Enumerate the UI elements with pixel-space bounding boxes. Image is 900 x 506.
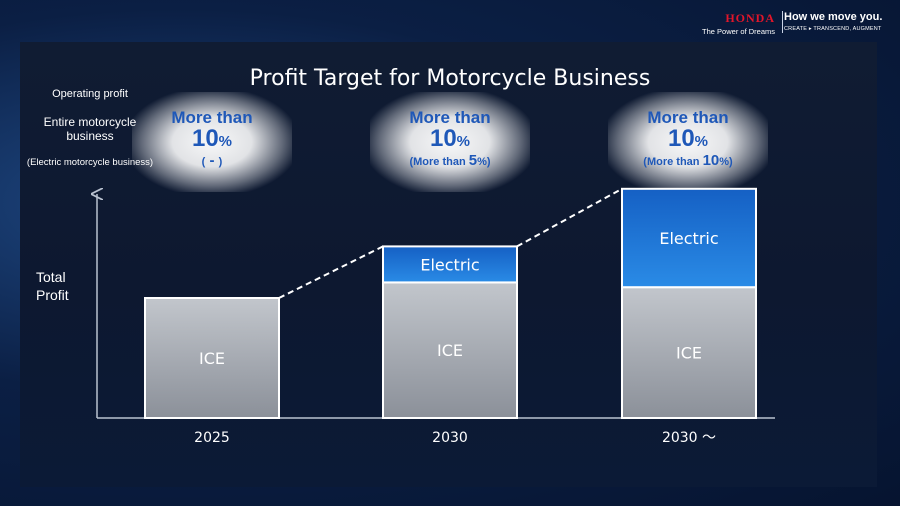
target-percent: 10% (137, 127, 287, 154)
target-more-than: More than (409, 108, 491, 127)
target-percent-value: 10 (429, 125, 457, 152)
target-2030-onward: More than 10% (More than 10%) (613, 108, 763, 169)
brand-name: HONDA (725, 11, 775, 25)
bar-label-ice: ICE (676, 344, 702, 363)
motto-sub: CREATE ▸ TRANSCEND, AUGMENT (784, 26, 882, 32)
target-percent-sign: % (456, 133, 471, 150)
target-electric-value: 10 (702, 152, 720, 169)
bar-label-ice: ICE (437, 341, 463, 360)
target-electric: (More than 5%) (375, 152, 525, 169)
trend-line (516, 187, 623, 248)
bar-electric-1 (382, 245, 518, 284)
x-tick-label: 2025 (194, 430, 230, 446)
target-percent-sign: % (218, 133, 233, 150)
target-electric-close: ) (729, 156, 733, 168)
target-more-than: More than (171, 108, 253, 127)
electric-business-label: (Electric motorcycle business) (26, 157, 154, 168)
target-glow (132, 92, 292, 192)
target-percent: 10% (613, 127, 763, 154)
y-axis-label: Total Profit (36, 269, 69, 303)
target-electric-sign: % (719, 156, 730, 168)
target-electric-close: ) (486, 156, 491, 168)
target-electric-open: (More than (643, 156, 703, 168)
bar-ice-1 (382, 281, 518, 419)
target-percent-value: 10 (191, 125, 219, 152)
target-electric-close: ) (218, 156, 223, 168)
target-electric-value: 5 (468, 152, 478, 169)
honda-logo: HONDA The Power of Dreams (702, 11, 775, 36)
target-electric-sign: % (477, 156, 487, 168)
target-glow (608, 92, 768, 192)
target-electric: ( - ) (137, 152, 287, 169)
slide-title: Profit Target for Motorcycle Business (249, 66, 651, 91)
brand-tagline: The Power of Dreams (702, 27, 775, 36)
bar-ice-0 (144, 297, 280, 419)
bar-label-ice: ICE (199, 349, 225, 368)
target-electric: (More than 10%) (613, 152, 763, 169)
target-electric-value: - (205, 152, 219, 169)
trend-line (278, 245, 384, 299)
target-2025: More than 10% ( - ) (137, 108, 287, 169)
target-electric-open: ( (201, 156, 206, 168)
x-tick-label: 2030 (432, 430, 468, 446)
entire-business-label: Entire motorcycle business (43, 115, 137, 143)
motto: How we move you. CREATE ▸ TRANSCEND, AUG… (784, 11, 884, 32)
target-2030: More than 10% (More than 5%) (375, 108, 525, 169)
bar-electric-2 (621, 187, 757, 289)
top-bar: HONDA The Power of Dreams How we move yo… (0, 0, 900, 42)
target-more-than: More than (647, 108, 729, 127)
target-percent: 10% (375, 127, 525, 154)
motto-main: How we move you. (784, 11, 883, 23)
target-percent-sign: % (694, 133, 709, 150)
target-electric-open: (More than (409, 156, 469, 168)
operating-profit-label: Operating profit (52, 88, 128, 100)
bar-label-electric: Electric (659, 229, 718, 248)
target-glow (370, 92, 530, 192)
bar-label-electric: Electric (420, 255, 479, 274)
bar-ice-2 (621, 286, 757, 420)
x-tick-label: 2030 ～ (662, 430, 716, 446)
brand-divider (782, 11, 783, 33)
target-percent-value: 10 (667, 125, 695, 152)
